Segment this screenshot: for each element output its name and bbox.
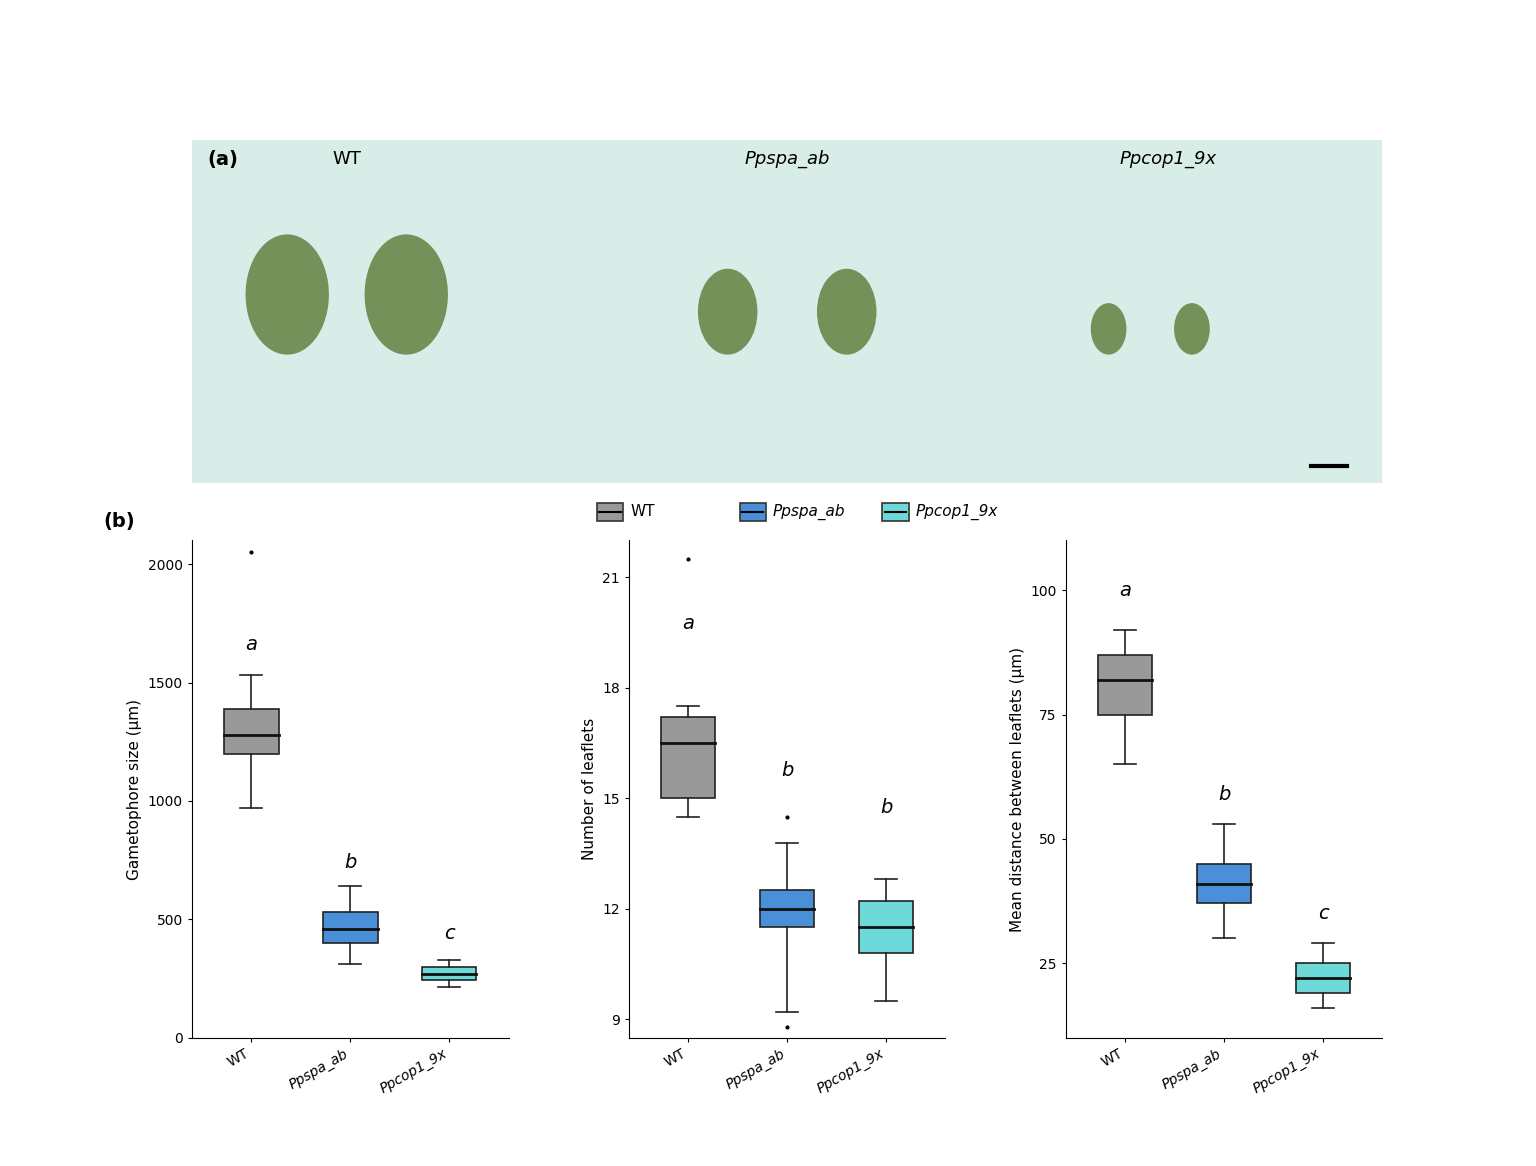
Text: a: a	[1120, 581, 1130, 600]
Ellipse shape	[817, 268, 877, 354]
FancyBboxPatch shape	[192, 140, 1382, 484]
Text: Ppcop1_9x: Ppcop1_9x	[1120, 150, 1217, 168]
FancyBboxPatch shape	[1098, 655, 1152, 715]
Text: a: a	[246, 635, 258, 654]
FancyBboxPatch shape	[224, 709, 278, 753]
Text: WT: WT	[630, 505, 654, 520]
Text: b: b	[780, 761, 794, 780]
Ellipse shape	[1174, 303, 1210, 354]
Y-axis label: Mean distance between leaflets (μm): Mean distance between leaflets (μm)	[1009, 647, 1025, 932]
FancyBboxPatch shape	[740, 503, 766, 521]
Text: Ppcop1_9x: Ppcop1_9x	[915, 504, 998, 520]
FancyBboxPatch shape	[882, 503, 909, 521]
Text: (b): (b)	[103, 512, 135, 531]
Y-axis label: Gametophore size (μm): Gametophore size (μm)	[127, 698, 143, 879]
Text: c: c	[444, 923, 455, 943]
FancyBboxPatch shape	[859, 901, 914, 953]
FancyBboxPatch shape	[660, 717, 716, 799]
Text: WT: WT	[332, 150, 361, 168]
Y-axis label: Number of leaflets: Number of leaflets	[582, 718, 596, 861]
FancyBboxPatch shape	[1197, 864, 1252, 904]
Text: Ppspa_ab: Ppspa_ab	[773, 504, 845, 520]
Ellipse shape	[246, 234, 329, 354]
Text: (a): (a)	[207, 150, 238, 169]
Text: c: c	[1318, 905, 1329, 923]
Ellipse shape	[364, 234, 449, 354]
Ellipse shape	[697, 268, 757, 354]
Text: b: b	[344, 854, 356, 872]
FancyBboxPatch shape	[422, 967, 476, 979]
Text: a: a	[682, 613, 694, 633]
Ellipse shape	[1091, 303, 1126, 354]
Text: b: b	[880, 798, 892, 816]
Text: b: b	[1218, 785, 1230, 805]
FancyBboxPatch shape	[323, 912, 378, 943]
FancyBboxPatch shape	[598, 503, 624, 521]
FancyBboxPatch shape	[1296, 963, 1350, 993]
FancyBboxPatch shape	[760, 891, 814, 927]
Text: Ppspa_ab: Ppspa_ab	[745, 150, 829, 169]
